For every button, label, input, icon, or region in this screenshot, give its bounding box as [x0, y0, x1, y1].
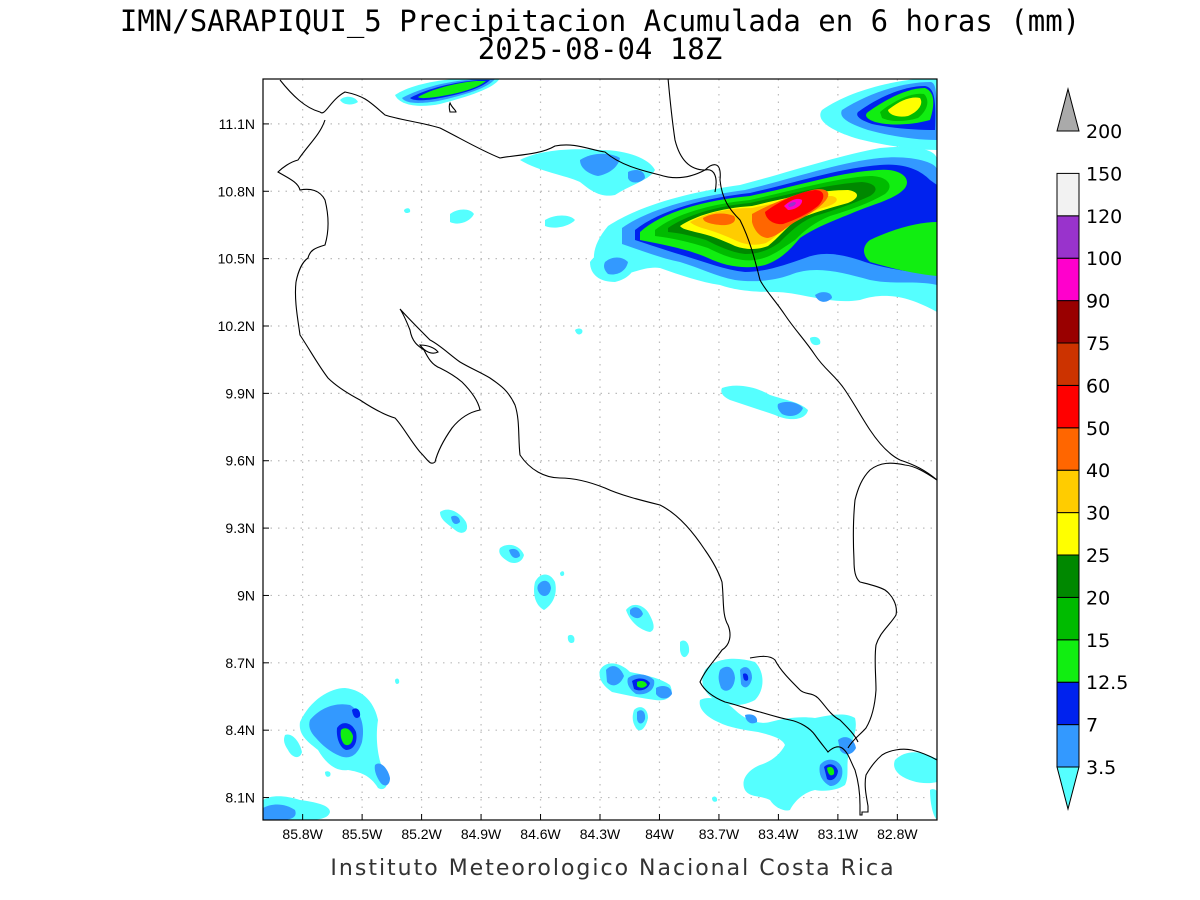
lon-tick-label: 84.3W [580, 826, 621, 842]
rain-cells-scattered-north [404, 149, 832, 346]
nicoya-inner-coast-line [418, 344, 439, 354]
colorbar-level-label: 75 [1086, 333, 1110, 355]
nicaragua-border-line [279, 79, 717, 193]
map-timestamp: 2025-08-04 18Z [477, 32, 723, 66]
colorbar-level-label: 120 [1086, 206, 1122, 228]
lat-tick-label: 9.9N [225, 385, 255, 401]
rain-cell-central-east [721, 385, 808, 420]
colorbar-level-label: 60 [1086, 375, 1110, 397]
colorbar-level-label: 50 [1086, 418, 1110, 440]
colorbar-swatch [1056, 300, 1080, 344]
rain-cell-far-northeast [820, 79, 937, 150]
colorbar-swatch [1056, 681, 1080, 726]
colorbar-triangle-low [1056, 766, 1080, 811]
colorbar-level-label: 40 [1086, 460, 1110, 482]
precip-colorbar: 3.5 7 12.5 15 20 25 30 40 50 60 75 90 100 120 150 200 [1056, 87, 1128, 811]
colorbar-swatch [1056, 596, 1080, 641]
colorbar-swatch [1056, 257, 1080, 302]
lon-tick-label: 85.2W [401, 826, 442, 842]
colorbar-level-label: 25 [1086, 545, 1110, 567]
credit-line: Instituto Meteorologico Nacional Costa R… [330, 856, 896, 881]
lat-tick-label: 10.2N [218, 318, 255, 334]
lat-tick-label: 8.4N [225, 722, 255, 738]
colorbar-swatch [1056, 215, 1080, 259]
colorbar-level-label: 200 [1086, 121, 1122, 143]
lat-tick-label: 9.3N [225, 520, 255, 536]
colorbar-level-label: 90 [1086, 291, 1110, 313]
lat-tick-label: 9N [237, 587, 255, 603]
costa-rica-pacific-coast-line [294, 281, 937, 816]
rain-cells-pacific [395, 509, 690, 731]
lon-tick-label: 82.8W [877, 826, 918, 842]
lon-tick-label: 85.5W [342, 826, 383, 842]
lon-tick-label: 85.8W [282, 826, 323, 842]
colorbar-swatch [1056, 554, 1080, 598]
colorbar-level-label: 150 [1086, 163, 1122, 185]
longitude-tick-labels: 85.8W 85.5W 85.2W 84.9W 84.6W 84.3W 84W 83.7W 83… [282, 814, 918, 842]
colorbar-level-label: 15 [1086, 630, 1110, 652]
colorbar-swatch [1056, 384, 1080, 429]
colorbar-swatch [1056, 172, 1080, 217]
colorbar-level-label: 3.5 [1086, 757, 1116, 779]
lat-tick-label: 8.7N [225, 655, 255, 671]
colorbar-level-label: 20 [1086, 587, 1110, 609]
colorbar-level-label: 30 [1086, 503, 1110, 525]
colorbar-swatch [1056, 512, 1080, 556]
coastlines-and-borders [277, 79, 937, 816]
osa-peninsula-line [749, 655, 859, 743]
colorbar-level-label: 100 [1086, 248, 1122, 270]
lon-tick-label: 83.7W [699, 826, 740, 842]
precip-fields [263, 79, 937, 820]
rain-cells-southwest [263, 688, 390, 820]
colorbar-level-label: 7 [1086, 715, 1098, 737]
lon-tick-label: 84.9W [461, 826, 502, 842]
colorbar-level-label: 12.5 [1086, 672, 1128, 694]
lake-marker-line [448, 101, 457, 113]
rain-cells-southeast [699, 658, 937, 820]
lon-tick-label: 83.1W [818, 826, 859, 842]
lat-tick-label: 11.1N [219, 116, 255, 132]
lon-tick-label: 84.6W [520, 826, 561, 842]
panama-border-line [847, 462, 937, 749]
colorbar-swatch [1056, 724, 1080, 768]
caribbean-coast-line [667, 79, 937, 481]
lat-tick-label: 10.5N [218, 251, 255, 267]
nicaragua-lake-shore-line [277, 119, 329, 283]
lat-tick-label: 9.6N [225, 453, 255, 469]
lon-tick-label: 83.4W [758, 826, 799, 842]
colorbar-swatch [1056, 427, 1080, 471]
lon-tick-label: 84W [645, 826, 675, 842]
colorbar-swatch [1056, 639, 1080, 683]
latitude-tick-labels: 8.1N 8.4N 8.7N 9N 9.3N 9.6N 9.9N 10.2N 10.5N 10.8… [218, 116, 269, 806]
colorbar-triangle-high [1056, 87, 1080, 132]
lat-tick-label: 10.8N [218, 183, 255, 199]
colorbar-swatch [1056, 469, 1080, 514]
map-title: IMN/SARAPIQUI_5 Precipitacion Acumulada … [119, 4, 1081, 38]
rain-band-northeast [593, 146, 937, 312]
rain-cell-north [340, 79, 500, 106]
lat-tick-label: 8.1N [225, 790, 255, 806]
colorbar-swatch [1056, 342, 1080, 386]
